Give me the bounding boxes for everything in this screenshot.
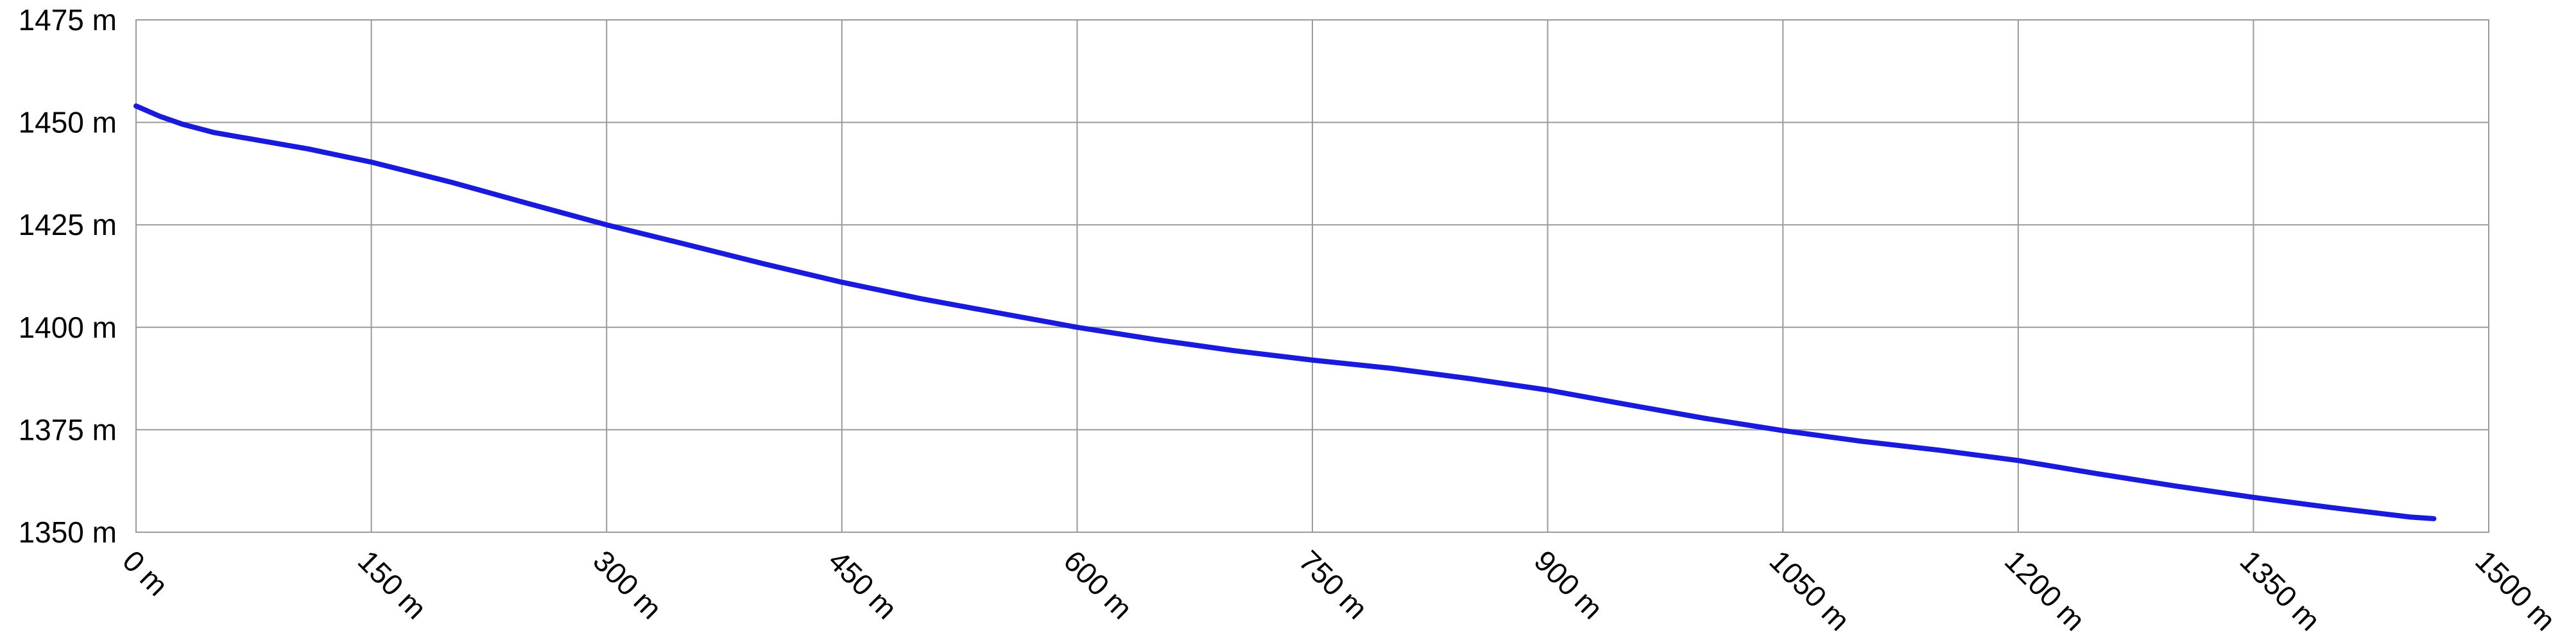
x-tick-label: 450 m: [822, 544, 904, 625]
series-layer: [133, 103, 2437, 521]
x-tick-label: 600 m: [1058, 544, 1139, 625]
x-tick-label: 750 m: [1292, 544, 1374, 625]
y-axis: 1350 m 1375 m 1400 m 1425 m 1450 m 1475 m: [19, 3, 117, 549]
x-tick-label: 1350 m: [2234, 544, 2327, 637]
x-tick-label: 1050 m: [1763, 544, 1856, 637]
y-tick-label: 1475 m: [19, 3, 117, 37]
elevation-line: [133, 103, 2437, 521]
x-tick-label: 150 m: [352, 544, 433, 625]
x-tick-label: 1500 m: [2469, 544, 2562, 637]
y-tick-label: 1425 m: [19, 208, 117, 241]
x-tick-label: 1200 m: [1998, 544, 2091, 637]
x-tick-label: 0 m: [116, 544, 175, 602]
x-axis: 0 m 150 m 300 m 450 m 600 m 750 m 900 m 1050 m 1…: [116, 544, 2562, 637]
y-tick-label: 1375 m: [19, 413, 117, 446]
y-tick-label: 1400 m: [19, 311, 117, 344]
y-tick-label: 1350 m: [19, 516, 117, 549]
y-tick-label: 1450 m: [19, 106, 117, 139]
x-tick-label: 900 m: [1528, 544, 1610, 625]
grid: [135, 19, 2489, 533]
x-tick-label: 300 m: [587, 544, 668, 625]
